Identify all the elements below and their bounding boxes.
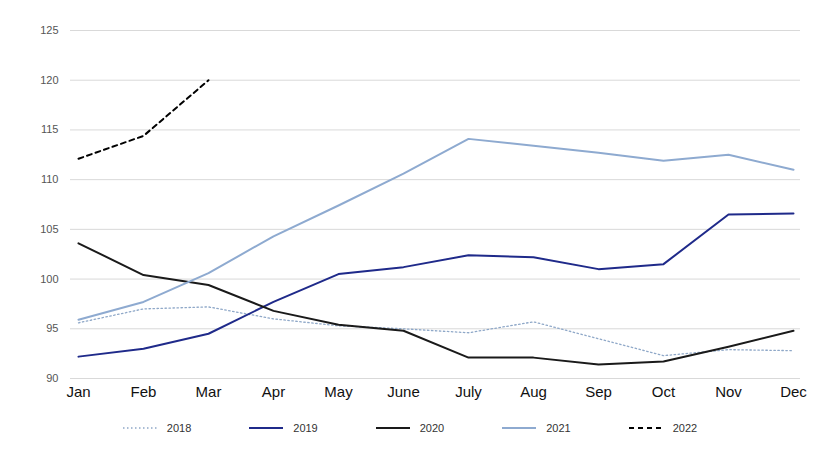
svg-text:105: 105 xyxy=(40,223,58,235)
svg-text:Oct: Oct xyxy=(652,383,676,400)
svg-text:Feb: Feb xyxy=(131,383,157,400)
svg-text:Aug: Aug xyxy=(520,383,547,400)
svg-text:July: July xyxy=(455,383,482,400)
svg-text:Sep: Sep xyxy=(585,383,612,400)
svg-text:95: 95 xyxy=(46,322,58,334)
svg-text:125: 125 xyxy=(40,24,58,36)
html-text:2021: 2021 xyxy=(546,422,571,434)
html-text:2020: 2020 xyxy=(419,422,445,434)
svg-text:Mar: Mar xyxy=(196,383,222,400)
svg-text:120: 120 xyxy=(40,74,58,86)
svg-text:May: May xyxy=(324,383,353,400)
svg-text:Jan: Jan xyxy=(66,383,90,400)
svg-text:Dec: Dec xyxy=(780,383,807,400)
svg-text:90: 90 xyxy=(46,372,58,384)
html-text:2018: 2018 xyxy=(166,422,192,434)
svg-text:Apr: Apr xyxy=(262,383,285,400)
svg-text:115: 115 xyxy=(41,123,59,135)
svg-text:100: 100 xyxy=(40,273,58,285)
html-text:2019: 2019 xyxy=(293,422,318,434)
html-text:2022: 2022 xyxy=(672,422,698,434)
svg-text:Nov: Nov xyxy=(715,383,742,400)
svg-text:June: June xyxy=(387,383,420,400)
svg-text:110: 110 xyxy=(41,173,59,185)
